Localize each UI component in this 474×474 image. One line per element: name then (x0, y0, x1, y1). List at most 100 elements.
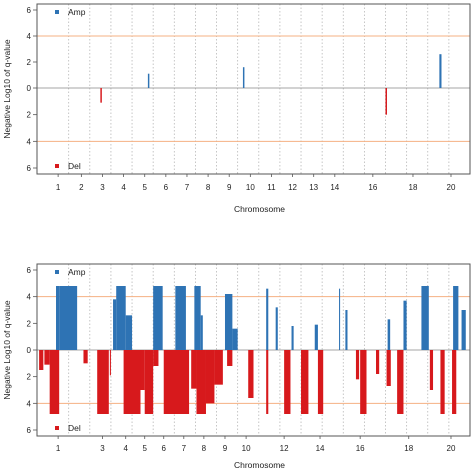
amp-bar (224, 294, 233, 350)
x-tick-label: 12 (288, 183, 297, 192)
del-bar (386, 350, 391, 386)
y-axis-title: Negative Log10 of q-value (2, 39, 12, 139)
del-bar (214, 350, 223, 385)
x-tick-label: 2 (79, 183, 84, 192)
x-tick-label: 3 (100, 183, 105, 192)
y-tick-label: 2 (27, 58, 32, 67)
x-tick-label: 1 (56, 183, 61, 192)
amp-bar (200, 315, 203, 350)
del-bar (284, 350, 291, 414)
x-tick-label: 3 (100, 444, 105, 453)
x-tick-label: 7 (182, 444, 187, 453)
amp-bar (291, 326, 294, 350)
del-bar (452, 350, 457, 414)
amp-bar (175, 286, 186, 350)
amp-bar (345, 310, 348, 350)
del-bar (83, 350, 88, 364)
del-bar (429, 350, 434, 390)
del-bar (39, 350, 44, 370)
x-tick-label: 8 (202, 444, 207, 453)
x-tick-label: 12 (280, 444, 289, 453)
del-bar (317, 350, 324, 414)
y-tick-label: 2 (27, 111, 32, 120)
del-bar (248, 350, 254, 398)
x-tick-label: 18 (409, 183, 418, 192)
del-bar (153, 350, 159, 366)
del-bar (163, 350, 190, 414)
x-tick-label: 8 (206, 183, 211, 192)
x-tick-label: 16 (368, 183, 377, 192)
legend-amp-swatch (55, 270, 59, 274)
del-bar (123, 350, 141, 414)
y-tick-label: 4 (27, 137, 32, 146)
del-bar (140, 350, 145, 390)
del-bar (196, 350, 206, 414)
x-tick-label: 1 (56, 444, 61, 453)
del-bar (301, 350, 309, 414)
legend-amp-swatch (55, 10, 59, 14)
x-tick-label: 9 (227, 183, 232, 192)
legend-del-label: Del (68, 161, 81, 171)
x-tick-label: 11 (267, 183, 276, 192)
x-tick-label: 6 (162, 444, 167, 453)
x-tick-label: 10 (242, 444, 251, 453)
y-tick-label: 6 (27, 426, 32, 435)
amp-bar (439, 54, 442, 88)
x-tick-label: 20 (447, 183, 456, 192)
amp-bar (125, 315, 133, 350)
plot-frame (36, 3, 471, 175)
x-tick-label: 14 (330, 183, 339, 192)
y-tick-label: 4 (27, 293, 32, 302)
amp-bar (116, 286, 126, 350)
amp-bar (56, 286, 60, 350)
del-bar (397, 350, 404, 414)
amp-bar (59, 286, 78, 350)
del-bar (385, 88, 387, 115)
x-tick-label: 18 (404, 444, 413, 453)
del-bar (97, 350, 109, 414)
y-tick-label: 6 (27, 266, 32, 275)
del-bar (266, 350, 269, 414)
amp-bar (113, 299, 117, 350)
x-tick-label: 5 (142, 444, 147, 453)
amp-bar (461, 310, 466, 350)
del-bar (360, 350, 367, 414)
del-bar (191, 350, 197, 389)
x-tick-label: 13 (309, 183, 318, 192)
amp-bar (387, 319, 391, 350)
x-tick-label: 4 (123, 444, 128, 453)
y-tick-label: 2 (27, 373, 32, 382)
x-tick-label: 20 (447, 444, 456, 453)
del-bar (376, 350, 380, 374)
del-bar (109, 350, 111, 376)
amp-bar (421, 286, 429, 350)
del-bar (144, 350, 154, 414)
x-tick-label: 14 (316, 444, 325, 453)
del-bar (440, 350, 445, 414)
y-tick-label: 6 (27, 164, 32, 173)
legend-del-swatch (55, 164, 59, 168)
x-axis-title: Chromosome (234, 460, 285, 470)
amp-bar (194, 286, 201, 350)
del-bar (100, 88, 102, 103)
y-tick-label: 0 (27, 84, 32, 93)
y-tick-label: 4 (27, 32, 32, 41)
del-bar (227, 350, 233, 366)
amp-bar (153, 286, 163, 350)
del-bar (205, 350, 215, 404)
del-bar (49, 350, 60, 414)
legend-del-swatch (55, 426, 59, 430)
amp-bar (314, 324, 318, 350)
amp-bar (403, 300, 407, 350)
x-tick-label: 10 (246, 183, 255, 192)
x-tick-label: 6 (164, 183, 169, 192)
amp-bar (242, 67, 245, 88)
y-tick-label: 0 (27, 346, 32, 355)
amp-bar (275, 307, 278, 350)
del-bar (355, 350, 360, 380)
y-tick-label: 6 (27, 6, 32, 15)
del-bar (44, 350, 50, 365)
